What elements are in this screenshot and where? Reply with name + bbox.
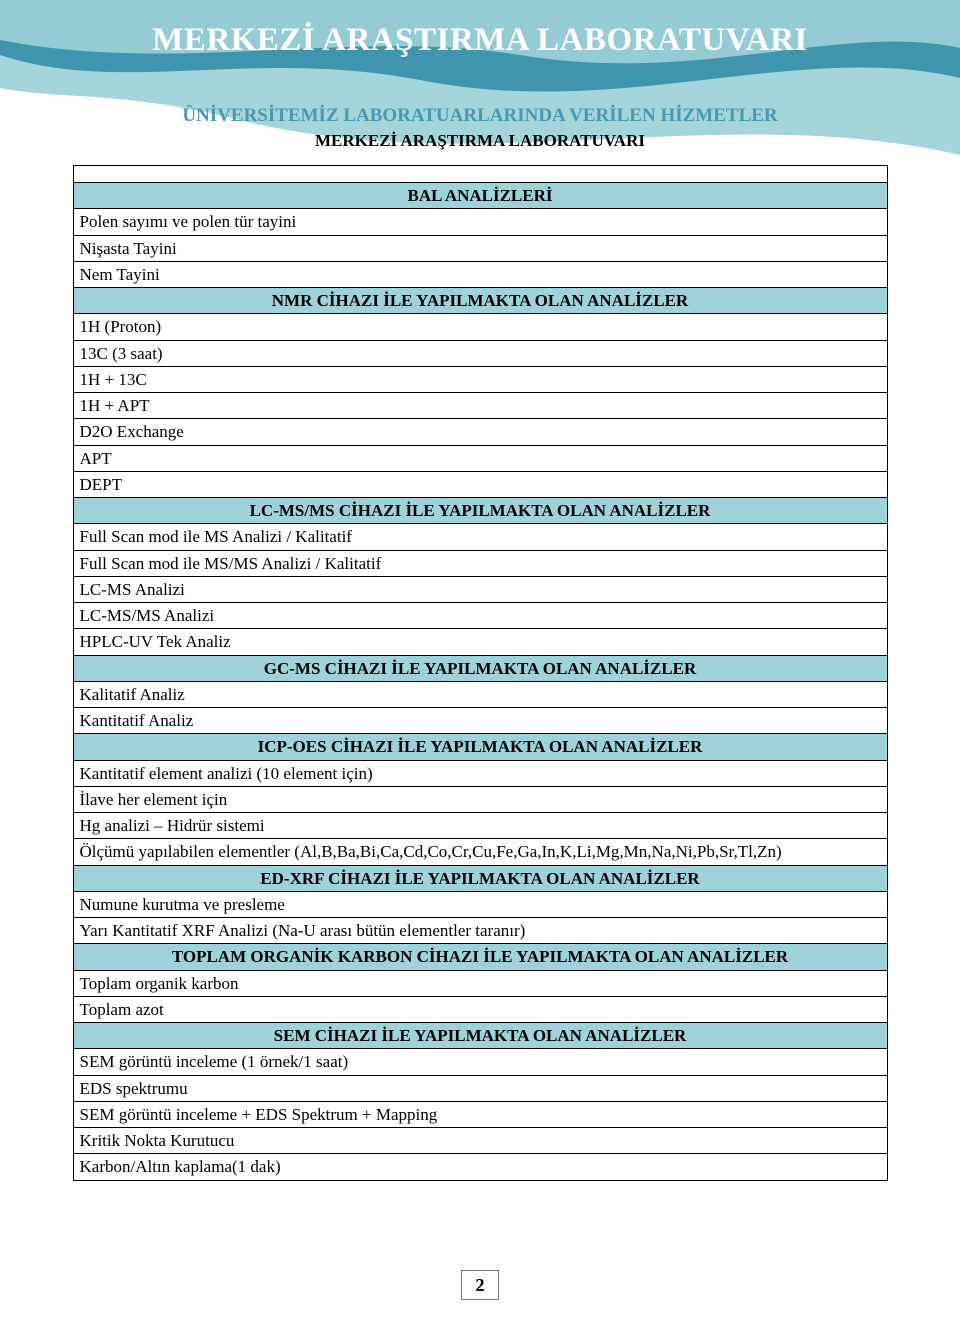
table-row: Kritik Nokta Kurutucu <box>74 1128 887 1154</box>
table-row: Toplam organik karbon <box>74 971 887 997</box>
table-row: Kalitatif Analiz <box>74 682 887 708</box>
table-row: Ölçümü yapılabilen elementler (Al,B,Ba,B… <box>74 839 887 865</box>
table-row: Polen sayımı ve polen tür tayini <box>74 209 887 235</box>
table-row: 1H + 13C <box>74 367 887 393</box>
table-row: Nem Tayini <box>74 262 887 288</box>
table-row: DEPT <box>74 472 887 498</box>
table-row: Kantitatif Analiz <box>74 708 887 734</box>
section-header: ED-XRF CİHAZI İLE YAPILMAKTA OLAN ANALİZ… <box>74 866 887 892</box>
table-row: SEM görüntü inceleme (1 örnek/1 saat) <box>74 1049 887 1075</box>
page-content: MERKEZİ ARAŞTIRMA LABORATUVARI ÜNİVERSİT… <box>0 0 960 1181</box>
table-row: LC-MS/MS Analizi <box>74 603 887 629</box>
table-row: 1H (Proton) <box>74 314 887 340</box>
table-row: HPLC-UV Tek Analiz <box>74 629 887 655</box>
section-header: BAL ANALİZLERİ <box>74 183 887 209</box>
table-row: Yarı Kantitatif XRF Analizi (Na-U arası … <box>74 918 887 944</box>
section-header: GC-MS CİHAZI İLE YAPILMAKTA OLAN ANALİZL… <box>74 656 887 682</box>
table-row: 1H + APT <box>74 393 887 419</box>
table-row: İlave her element için <box>74 787 887 813</box>
table-row: APT <box>74 446 887 472</box>
table-row: Hg analizi – Hidrür sistemi <box>74 813 887 839</box>
section-header: SEM CİHAZI İLE YAPILMAKTA OLAN ANALİZLER <box>74 1023 887 1049</box>
table-row: 13C (3 saat) <box>74 341 887 367</box>
page-number-box: 2 <box>461 1270 499 1300</box>
section-header: TOPLAM ORGANİK KARBON CİHAZI İLE YAPILMA… <box>74 944 887 970</box>
table-row: Nişasta Tayini <box>74 236 887 262</box>
table-row: Full Scan mod ile MS Analizi / Kalitatif <box>74 524 887 550</box>
table-row: Kantitatif element analizi (10 element i… <box>74 761 887 787</box>
section-header: ICP-OES CİHAZI İLE YAPILMAKTA OLAN ANALİ… <box>74 734 887 760</box>
section-header: NMR CİHAZI İLE YAPILMAKTA OLAN ANALİZLER <box>74 288 887 314</box>
page-main-title: MERKEZİ ARAŞTIRMA LABORATUVARI <box>0 22 960 59</box>
page-sub-header-2: MERKEZİ ARAŞTIRMA LABORATUVARI <box>0 131 960 151</box>
table-row: EDS spektrumu <box>74 1076 887 1102</box>
lab-services-table: BAL ANALİZLERİPolen sayımı ve polen tür … <box>73 165 888 1181</box>
page-sub-header-1: ÜNİVERSİTEMİZ LABORATUARLARINDA VERİLEN … <box>0 105 960 127</box>
table-empty-header-row <box>74 166 887 183</box>
table-row: Numune kurutma ve presleme <box>74 892 887 918</box>
section-header: LC-MS/MS CİHAZI İLE YAPILMAKTA OLAN ANAL… <box>74 498 887 524</box>
table-row: D2O Exchange <box>74 419 887 445</box>
table-row: Toplam azot <box>74 997 887 1023</box>
table-row: Full Scan mod ile MS/MS Analizi / Kalita… <box>74 551 887 577</box>
table-row: SEM görüntü inceleme + EDS Spektrum + Ma… <box>74 1102 887 1128</box>
table-row: LC-MS Analizi <box>74 577 887 603</box>
table-row: Karbon/Altın kaplama(1 dak) <box>74 1154 887 1179</box>
page-number: 2 <box>476 1275 485 1295</box>
